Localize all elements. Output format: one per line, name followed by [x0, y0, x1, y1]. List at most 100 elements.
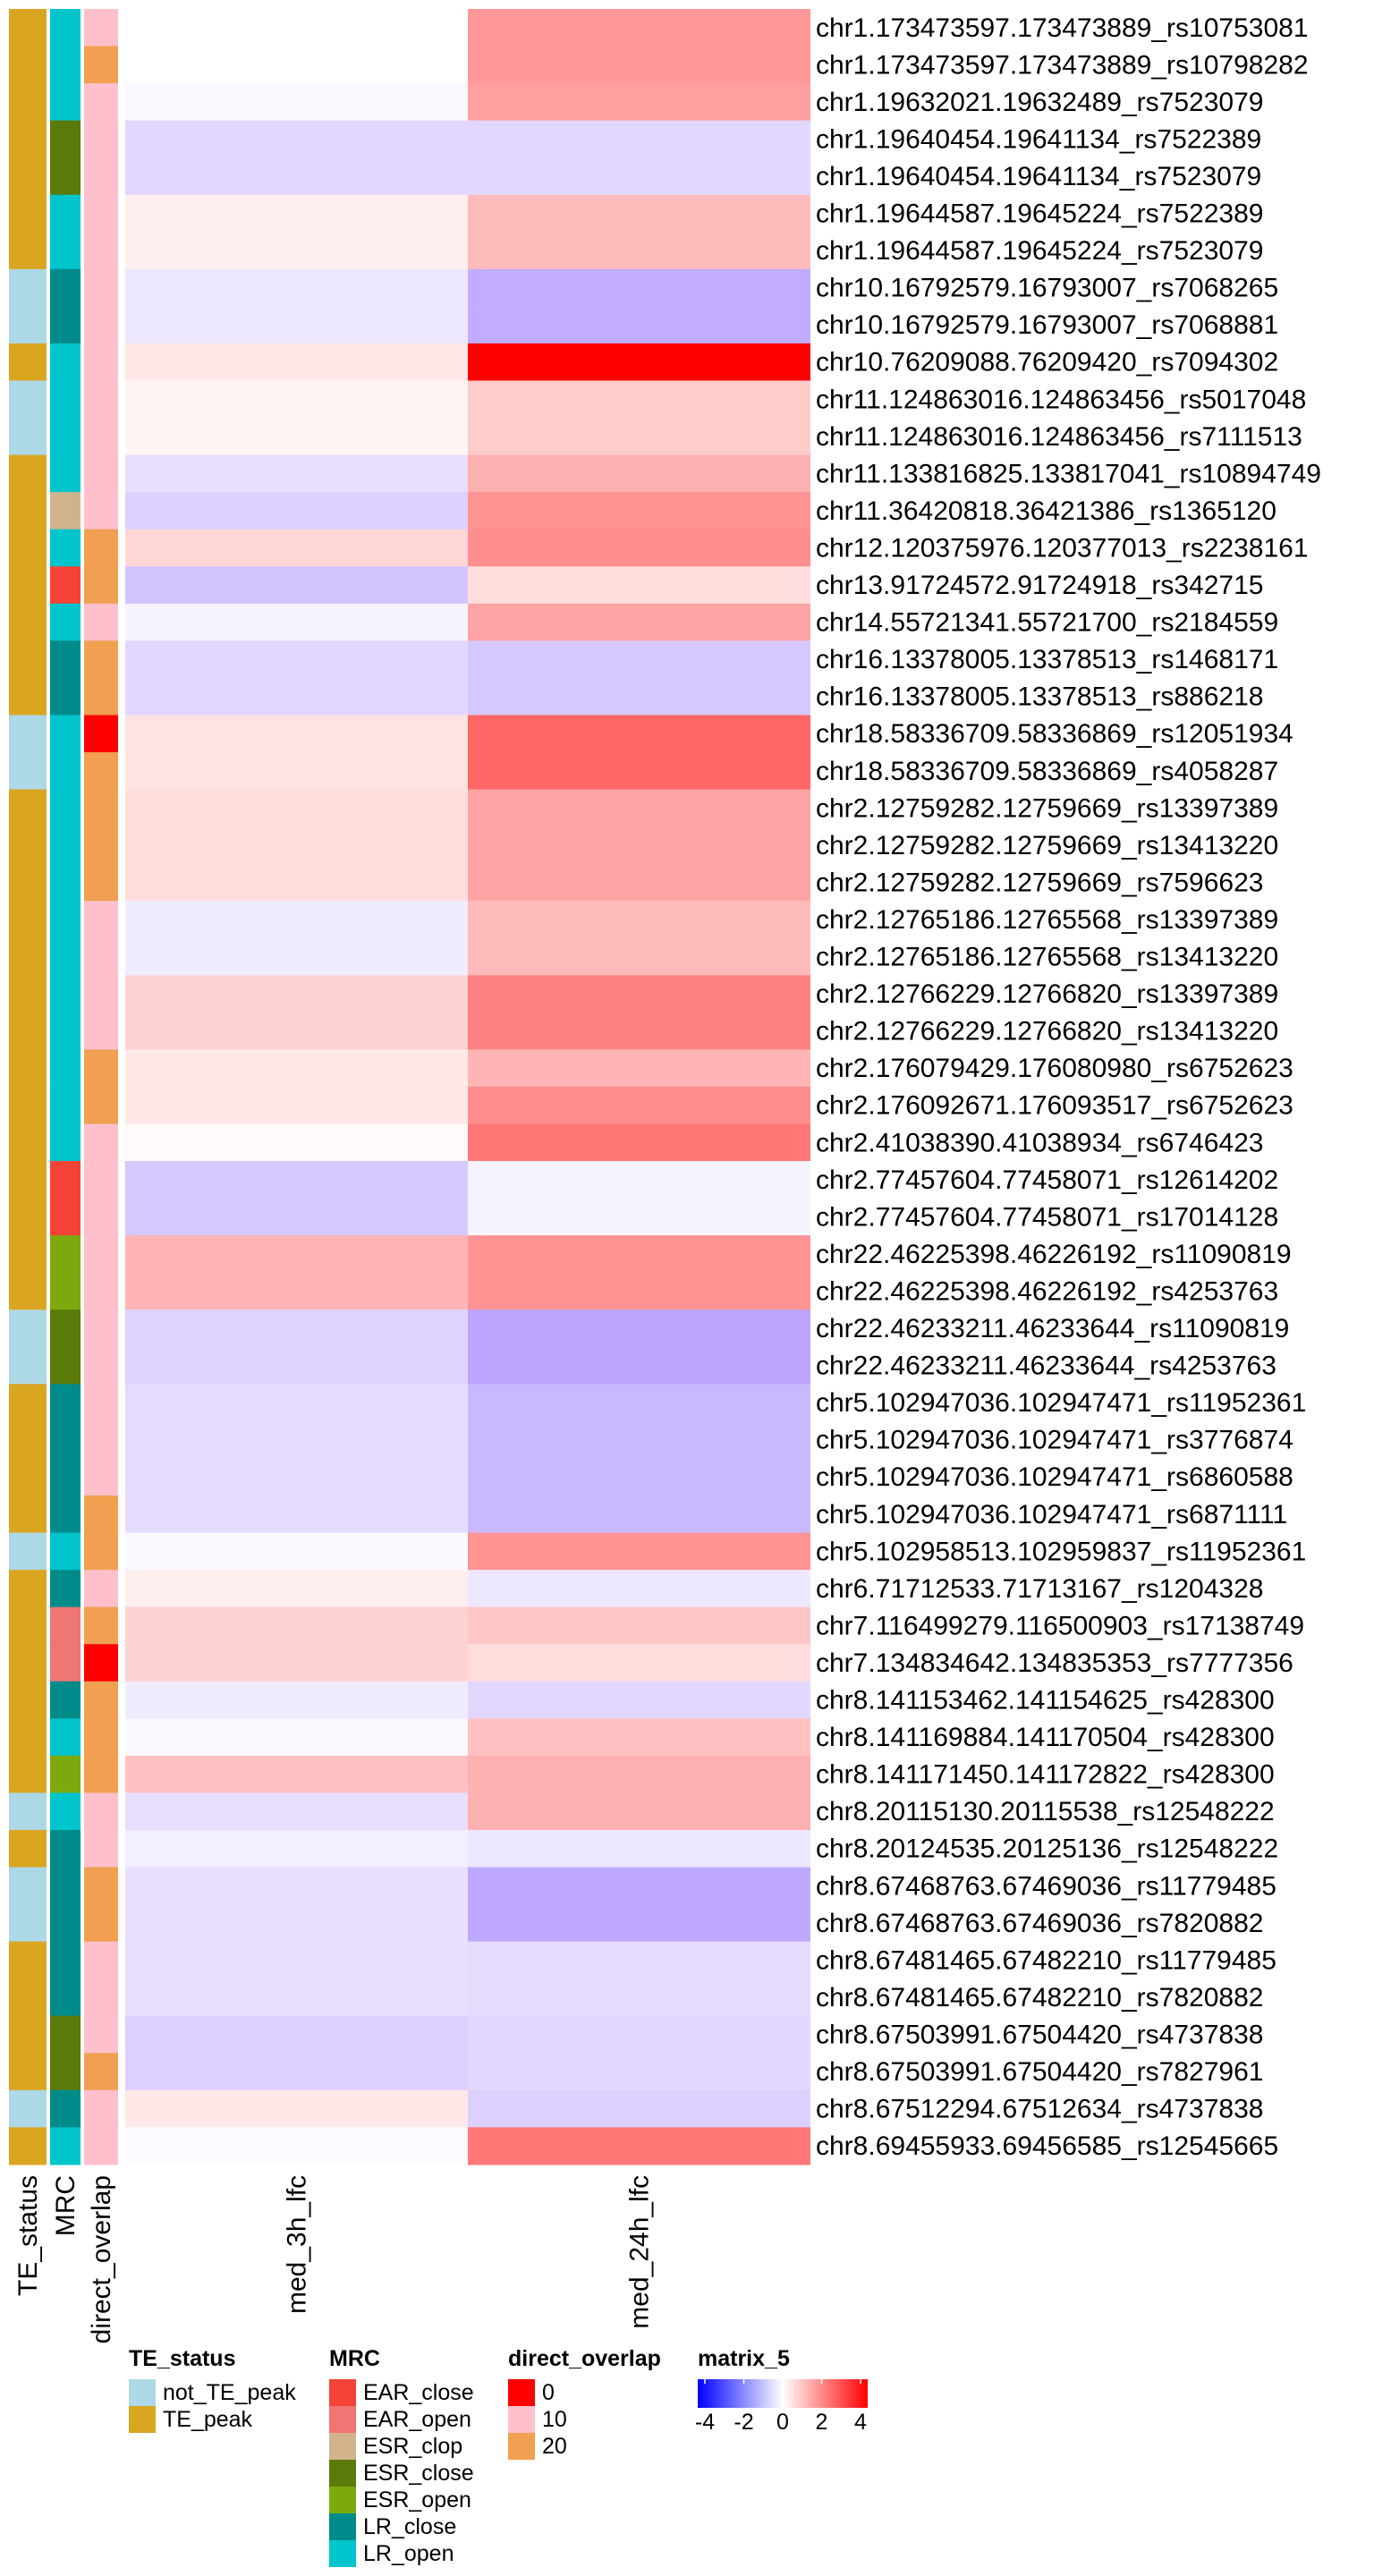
heatmap-cell-med_3h_lfc [125, 1532, 468, 1571]
annotation-cell-MRC [50, 1272, 81, 1310]
annotation-cell-MRC [50, 789, 81, 827]
column-label-TE_status: TE_status [13, 2175, 43, 2296]
heatmap-cell-med_24h_lfc [468, 380, 810, 419]
annotation-cell-MRC [50, 603, 81, 641]
heatmap-cell-med_24h_lfc [468, 1681, 810, 1719]
legend-title: direct_overlap [508, 2346, 661, 2371]
annotation-cell-MRC [50, 677, 81, 716]
heatmap-cell-med_3h_lfc [125, 529, 468, 567]
row-label: chr2.176092671.176093517_rs6752623 [816, 1091, 1293, 1121]
annotation-cell-MRC [50, 1904, 81, 1943]
row-label: chr10.16792579.16793007_rs7068265 [816, 274, 1278, 303]
heatmap-cell-med_24h_lfc [468, 2015, 810, 2054]
heatmap-cell-med_24h_lfc [468, 1086, 810, 1125]
annotation-cell-direct_overlap [84, 2053, 118, 2091]
annotation-cell-direct_overlap [84, 2127, 118, 2165]
annotation-cell-MRC [50, 157, 81, 196]
annotation-cell-MRC [50, 1718, 81, 1757]
row-label: chr5.102947036.102947471_rs6860588 [816, 1462, 1293, 1492]
row-label: chr5.102947036.102947471_rs6871111 [816, 1500, 1287, 1530]
annotation-cell-MRC [50, 1123, 81, 1162]
annotation-cell-direct_overlap [84, 1161, 118, 1199]
annotation-cell-direct_overlap [84, 752, 118, 791]
annotation-cell-direct_overlap [84, 1198, 118, 1236]
annotation-cell-MRC [50, 1681, 81, 1719]
heatmap-cell-med_24h_lfc [468, 1235, 810, 1274]
heatmap-cell-med_3h_lfc [125, 268, 468, 307]
heatmap-cell-med_3h_lfc [125, 306, 468, 344]
row-label: chr8.67468763.67469036_rs11779485 [816, 1871, 1276, 1901]
color-scale-tick-label: 2 [816, 2410, 828, 2435]
annotation-cell-TE_status [9, 1198, 47, 1236]
heatmap-cell-med_24h_lfc [468, 492, 810, 530]
annotation-cell-TE_status [9, 677, 47, 716]
row-label: chr1.19640454.19641134_rs7523079 [816, 162, 1261, 191]
annotation-cell-TE_status [9, 1867, 47, 1905]
color-scale-tick-label: -4 [695, 2410, 715, 2435]
legend-item-label: 20 [542, 2434, 567, 2459]
annotation-cell-TE_status [9, 120, 47, 158]
annotation-cell-MRC [50, 937, 81, 976]
annotation-cell-TE_status [9, 566, 47, 605]
annotation-cell-TE_status [9, 826, 47, 865]
annotation-cell-MRC [50, 2053, 81, 2091]
legend-item-label: ESR_clop [363, 2434, 462, 2459]
heatmap-cell-med_24h_lfc [468, 1606, 810, 1645]
color-scale-tick-label: 4 [854, 2410, 867, 2435]
annotation-cell-TE_status [9, 418, 47, 456]
annotation-cell-MRC [50, 1829, 81, 1868]
heatmap-cell-med_3h_lfc [125, 1718, 468, 1757]
annotation-cell-TE_status [9, 343, 47, 382]
annotation-cell-TE_status [9, 1384, 47, 1422]
annotation-cell-MRC [50, 46, 81, 84]
annotation-cell-TE_status [9, 1829, 47, 1868]
heatmap-cell-med_24h_lfc [468, 1829, 810, 1868]
annotation-cell-MRC [50, 1235, 81, 1274]
annotation-cell-direct_overlap [84, 1532, 118, 1571]
annotation-cell-TE_status [9, 1123, 47, 1162]
heatmap-cell-med_3h_lfc [125, 752, 468, 791]
annotation-cell-MRC [50, 1792, 81, 1831]
annotation-cell-direct_overlap [84, 566, 118, 605]
heatmap-cell-med_3h_lfc [125, 83, 468, 122]
row-label: chr2.12765186.12765568_rs13397389 [816, 905, 1278, 935]
legend-title: MRC [329, 2346, 380, 2371]
heatmap-cell-med_3h_lfc [125, 2089, 468, 2128]
row-label: chr8.141153462.141154625_rs428300 [816, 1686, 1275, 1716]
annotation-cell-TE_status [9, 1644, 47, 1682]
row-label: chr14.55721341.55721700_rs2184559 [816, 608, 1278, 638]
annotation-cell-MRC [50, 1086, 81, 1125]
heatmap-cell-med_24h_lfc [468, 1904, 810, 1943]
annotation-cell-direct_overlap [84, 1272, 118, 1310]
legend-swatch [329, 2406, 356, 2433]
annotation-cell-MRC [50, 492, 81, 530]
heatmap-cell-med_24h_lfc [468, 715, 810, 753]
heatmap-cell-med_24h_lfc [468, 529, 810, 567]
annotation-cell-TE_status [9, 454, 47, 493]
annotation-cell-TE_status [9, 46, 47, 84]
annotation-cell-TE_status [9, 1309, 47, 1348]
row-label: chr2.41038390.41038934_rs6746423 [816, 1128, 1263, 1157]
annotation-cell-direct_overlap [84, 1755, 118, 1793]
annotation-cell-direct_overlap [84, 343, 118, 382]
annotation-cell-direct_overlap [84, 677, 118, 716]
row-label: chr18.58336709.58336869_rs4058287 [816, 757, 1278, 786]
heatmap-cell-med_3h_lfc [125, 640, 468, 679]
heatmap-cell-med_3h_lfc [125, 1829, 468, 1868]
row-label: chr13.91724572.91724918_rs342715 [816, 571, 1263, 600]
heatmap-cell-med_24h_lfc [468, 1012, 810, 1050]
annotation-cell-MRC [50, 2015, 81, 2054]
annotation-cell-MRC [50, 343, 81, 382]
annotation-cell-TE_status [9, 268, 47, 307]
row-label: chr12.120375976.120377013_rs2238161 [816, 533, 1309, 563]
annotation-cell-TE_status [9, 1420, 47, 1460]
annotation-cell-MRC [50, 901, 81, 939]
annotation-cell-MRC [50, 1755, 81, 1793]
annotation-cell-TE_status [9, 1718, 47, 1757]
heatmap-cell-med_3h_lfc [125, 937, 468, 976]
heatmap-cell-med_24h_lfc [468, 1309, 810, 1348]
row-label: chr18.58336709.58336869_rs12051934 [816, 719, 1293, 749]
heatmap-cell-med_24h_lfc [468, 2053, 810, 2091]
heatmap-cell-med_3h_lfc [125, 454, 468, 493]
